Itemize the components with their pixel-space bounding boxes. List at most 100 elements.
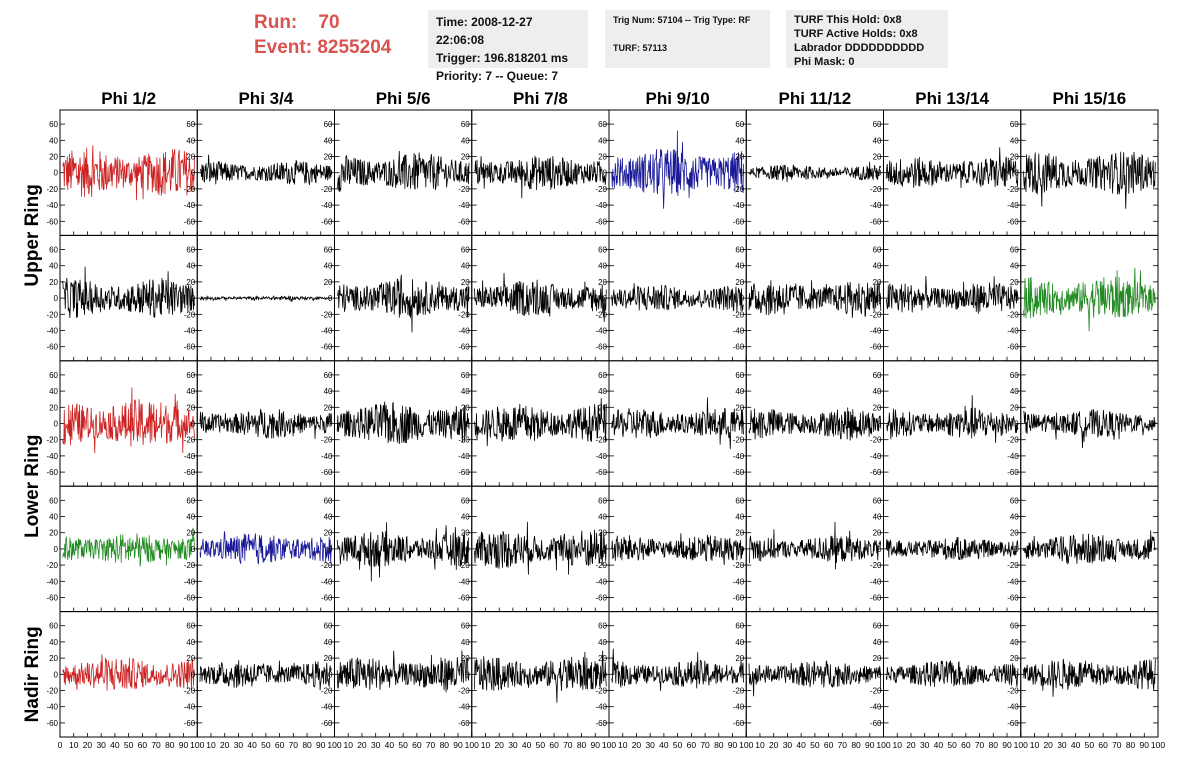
y-tick-label: -40: [321, 201, 333, 210]
y-tick-label: -40: [870, 201, 882, 210]
y-tick-label: 20: [324, 278, 333, 287]
y-tick-label: 40: [186, 387, 195, 396]
y-tick-label: 20: [735, 403, 744, 412]
y-tick-label: 0: [603, 670, 608, 679]
x-tick-label: 10: [618, 740, 628, 750]
y-tick-label: 60: [1010, 246, 1019, 255]
y-tick-label: 40: [735, 513, 744, 522]
y-tick-label: 40: [324, 262, 333, 271]
y-tick-label: 40: [324, 638, 333, 647]
y-tick-label: 60: [324, 622, 333, 631]
y-tick-label: 20: [324, 403, 333, 412]
y-tick-label: 20: [49, 529, 58, 538]
run-label: Run:: [254, 12, 298, 33]
y-tick-label: 20: [49, 153, 58, 162]
x-tick-label: 40: [385, 740, 395, 750]
x-tick-label: 30: [371, 740, 381, 750]
waveform-trace: [885, 275, 1019, 314]
x-tick-label: 30: [645, 740, 655, 750]
waveform-trace: [199, 531, 333, 565]
column-header: Phi 11/12: [778, 89, 851, 108]
y-tick-label: 20: [598, 529, 607, 538]
y-tick-label: -20: [184, 310, 196, 319]
y-tick-label: 40: [598, 638, 607, 647]
y-tick-label: 40: [186, 262, 195, 271]
y-tick-label: 0: [328, 545, 333, 554]
x-tick-label: 50: [673, 740, 683, 750]
x-tick-label: 50: [1085, 740, 1095, 750]
y-tick-label: 20: [873, 153, 882, 162]
y-tick-label: 0: [740, 670, 745, 679]
y-tick-label: 40: [49, 136, 58, 145]
y-tick-label: 20: [735, 654, 744, 663]
y-tick-label: 60: [461, 371, 470, 380]
y-tick-label: -60: [46, 343, 58, 352]
y-tick-label: -60: [1007, 343, 1019, 352]
x-tick-label: 10: [69, 740, 79, 750]
run-value: 70: [318, 12, 340, 33]
y-tick-label: -60: [458, 468, 470, 477]
y-tick-label: 40: [873, 513, 882, 522]
x-tick-label: 60: [961, 740, 971, 750]
y-tick-label: 60: [461, 496, 470, 505]
y-tick-label: -40: [595, 577, 607, 586]
x-tick-label: 60: [138, 740, 148, 750]
turf-hold-text: TURF This Hold: 0x8: [794, 14, 902, 26]
x-tick-label: 90: [591, 740, 601, 750]
y-tick-label: -60: [595, 343, 607, 352]
x-tick-label: 80: [714, 740, 724, 750]
y-tick-label: 0: [328, 420, 333, 429]
y-tick-label: 0: [465, 420, 470, 429]
y-tick-label: -20: [46, 561, 58, 570]
x-tick-label: 100: [465, 740, 479, 750]
y-tick-label: -20: [595, 561, 607, 570]
y-tick-label: 0: [191, 670, 196, 679]
waveform-trace: [1023, 267, 1156, 332]
y-tick-label: -40: [458, 452, 470, 461]
column-header: Phi 1/2: [101, 89, 156, 108]
y-tick-label: -60: [321, 343, 333, 352]
event-value: 8255204: [317, 37, 392, 58]
y-tick-label: -20: [1007, 436, 1019, 445]
y-tick-label: -60: [321, 719, 333, 728]
column-header: Phi 9/10: [645, 89, 709, 108]
y-tick-label: 40: [735, 136, 744, 145]
x-tick-label: 70: [289, 740, 299, 750]
y-tick-label: -60: [184, 594, 196, 603]
column-header: Phi 13/14: [915, 89, 989, 108]
y-tick-label: 40: [461, 262, 470, 271]
y-tick-label: 60: [186, 371, 195, 380]
x-tick-label: 70: [700, 740, 710, 750]
y-tick-label: -60: [733, 719, 745, 728]
waveform-trace: [199, 660, 332, 691]
y-tick-label: -40: [595, 201, 607, 210]
y-tick-label: 20: [49, 654, 58, 663]
y-tick-label: 60: [873, 120, 882, 129]
y-tick-label: -20: [458, 436, 470, 445]
y-tick-label: 60: [186, 622, 195, 631]
y-tick-label: 20: [461, 403, 470, 412]
y-tick-label: -60: [1007, 719, 1019, 728]
y-tick-label: -60: [870, 343, 882, 352]
y-tick-label: 60: [49, 246, 58, 255]
waveform-trace: [336, 150, 470, 193]
y-tick-label: -40: [321, 452, 333, 461]
y-tick-label: -60: [46, 217, 58, 226]
y-tick-label: 20: [1010, 654, 1019, 663]
y-tick-label: 0: [328, 169, 333, 178]
y-tick-label: 0: [740, 294, 745, 303]
y-tick-label: -40: [733, 452, 745, 461]
x-tick-label: 20: [83, 740, 93, 750]
y-tick-label: -20: [321, 561, 333, 570]
y-tick-label: 60: [598, 120, 607, 129]
y-tick-label: 40: [49, 638, 58, 647]
waveform-trace: [885, 147, 1019, 188]
column-header: Phi 7/8: [513, 89, 568, 108]
column-header: Phi 3/4: [238, 89, 293, 108]
y-tick-label: 20: [873, 403, 882, 412]
waveform-trace: [748, 407, 882, 441]
x-tick-label: 90: [179, 740, 189, 750]
y-tick-label: 40: [461, 513, 470, 522]
y-tick-label: 0: [1014, 169, 1019, 178]
